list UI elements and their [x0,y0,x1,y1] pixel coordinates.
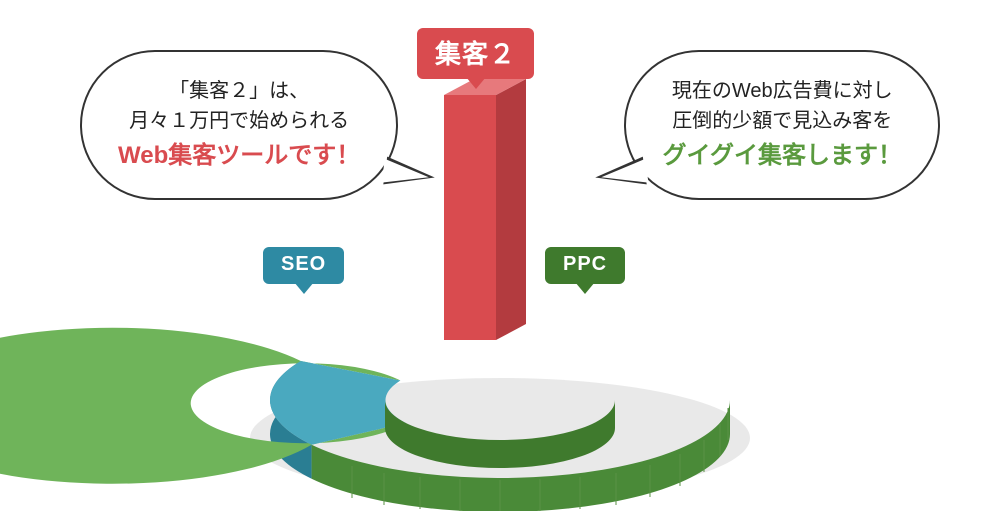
column-shukyaku2 [444,79,526,340]
stage: 「集客２」は、 月々１万円で始められる Web集客ツールです！ 現在のWeb広告… [0,0,1000,511]
badge-seo: SEO [263,247,344,284]
badge-main: 集客２ [417,28,534,79]
speech-bubble-left: 「集客２」は、 月々１万円で始められる Web集客ツールです！ [80,50,398,200]
bubble-left-line1: 「集客２」は、 [118,76,360,106]
speech-bubble-right: 現在のWeb広告費に対し 圧倒的少額で見込み客を グイグイ集客します！ [624,50,940,200]
bubble-left-line2: 月々１万円で始められる [118,106,360,136]
bubble-left-highlight: Web集客ツールです！ [118,138,360,174]
bubble-right-highlight: グイグイ集客します！ [662,138,902,174]
bubble-right-line2: 圧倒的少額で見込み客を [662,106,902,136]
badge-ppc: PPC [545,247,625,284]
bubble-right-line1: 現在のWeb広告費に対し [662,76,902,106]
